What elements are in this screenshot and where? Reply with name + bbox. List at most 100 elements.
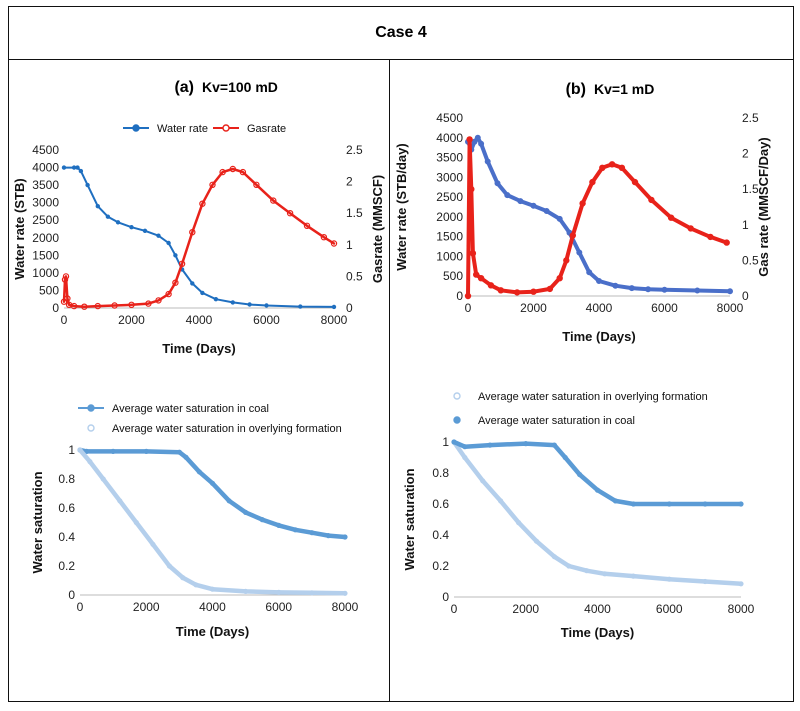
data-point-series-1	[480, 478, 486, 484]
x-tick-label: 2000	[520, 301, 547, 315]
x-tick-label: 6000	[253, 313, 280, 327]
data-point-series-2	[608, 161, 616, 168]
data-point-series-1	[576, 249, 583, 256]
y-tick-label: 0.8	[432, 466, 449, 480]
data-point-series-2	[229, 165, 236, 173]
data-point-series-1	[738, 581, 744, 587]
y-tick-label: 1500	[32, 248, 59, 262]
y-axis-label: Water rate (STB/day)	[394, 143, 409, 270]
y-tick-label: 0.2	[58, 559, 75, 573]
data-point-series-2	[77, 447, 83, 453]
x-tick-label: 8000	[332, 600, 359, 614]
data-point-series-2	[594, 487, 601, 493]
y2-tick-label: 1	[742, 218, 749, 232]
data-point-series-2	[94, 302, 102, 310]
data-point-series-1	[504, 192, 511, 199]
y-tick-label: 2500	[436, 190, 463, 204]
data-point-series-2	[477, 274, 485, 282]
data-point-series-1	[83, 448, 90, 455]
data-point-series-1	[129, 224, 134, 230]
x-axis-label: Time (Days)	[562, 329, 635, 344]
data-point-series-2	[303, 222, 311, 229]
data-point-series-1	[566, 563, 572, 569]
data-point-series-1	[556, 215, 563, 222]
y-tick-label: 0.4	[432, 528, 449, 542]
data-point-series-1	[497, 498, 504, 504]
data-point-series-1	[259, 517, 265, 523]
data-point-series-1	[190, 281, 195, 286]
data-point-series-1	[342, 534, 348, 540]
legend-label: Average water saturation in coal	[478, 415, 635, 427]
data-point-series-1	[115, 220, 121, 225]
y2-tick-label: 2	[742, 147, 749, 161]
data-point-series-1	[247, 302, 252, 307]
data-point-series-1	[694, 287, 701, 294]
legend-label: Gasrate	[247, 123, 286, 135]
data-point-series-1	[533, 538, 540, 544]
y-tick-label: 2000	[436, 210, 463, 224]
legend-marker	[453, 392, 461, 400]
y-tick-label: 3000	[436, 170, 463, 184]
data-point-series-1	[484, 158, 491, 165]
data-point-series-1	[471, 138, 478, 145]
data-point-series-1	[727, 288, 734, 295]
y-tick-label: 0.6	[432, 497, 449, 511]
x-tick-label: 0	[465, 301, 472, 315]
data-point-series-1	[331, 304, 337, 310]
data-point-series-2	[468, 185, 475, 193]
x-tick-label: 6000	[265, 600, 292, 614]
data-point-series-2	[150, 541, 156, 547]
x-tick-label: 4000	[586, 301, 613, 315]
data-point-series-2	[81, 303, 88, 310]
y-tick-label: 4500	[436, 111, 463, 125]
y-tick-label: 500	[39, 283, 59, 297]
data-point-series-1	[78, 168, 84, 174]
y-tick-label: 3500	[436, 151, 463, 165]
series-line-1	[63, 166, 335, 308]
data-point-series-2	[209, 181, 216, 189]
x-tick-label: 6000	[651, 301, 678, 315]
data-point-series-1	[292, 527, 298, 533]
y-tick-label: 0	[52, 301, 59, 315]
data-point-series-2	[64, 295, 71, 302]
y-tick-label: 4500	[32, 143, 59, 157]
x-tick-label: 4000	[186, 313, 213, 327]
data-point-series-2	[687, 225, 694, 232]
data-point-series-1	[586, 269, 593, 276]
data-point-series-2	[70, 302, 78, 310]
data-point-series-2	[599, 164, 606, 172]
data-point-series-2	[87, 458, 93, 465]
data-point-series-1	[462, 454, 468, 461]
y-tick-label: 1500	[436, 230, 463, 244]
y-axis-label: Water saturation	[30, 471, 45, 573]
data-point-series-2	[60, 298, 68, 305]
data-point-series-2	[523, 440, 529, 447]
x-tick-label: 8000	[728, 602, 755, 616]
x-tick-label: 4000	[584, 602, 611, 616]
data-point-series-2	[286, 209, 294, 217]
data-point-series-2	[276, 589, 282, 595]
data-point-series-2	[189, 228, 196, 236]
data-point-series-1	[325, 533, 331, 539]
legend-marker	[87, 424, 95, 432]
data-point-series-2	[469, 250, 477, 257]
data-point-series-2	[702, 501, 708, 507]
x-tick-label: 2000	[118, 313, 145, 327]
y2-tick-label: 1.5	[742, 182, 759, 196]
data-point-series-2	[320, 233, 328, 241]
data-point-series-2	[630, 501, 636, 507]
data-point-series-2	[497, 287, 505, 294]
data-point-series-2	[145, 300, 152, 307]
x-tick-label: 2000	[512, 602, 539, 616]
data-point-series-2	[562, 454, 568, 461]
data-point-series-2	[738, 501, 744, 507]
data-point-series-2	[451, 439, 457, 445]
y2-axis-label: Gas rate (MMSCF/Day)	[756, 137, 771, 276]
data-point-series-1	[661, 286, 668, 293]
y-tick-label: 4000	[32, 161, 59, 175]
data-point-series-2	[111, 302, 118, 309]
data-point-series-2	[178, 260, 186, 267]
panel-b-label: (b)	[566, 81, 586, 98]
data-point-series-2	[209, 586, 216, 592]
x-axis-label: Time (Days)	[176, 624, 249, 639]
